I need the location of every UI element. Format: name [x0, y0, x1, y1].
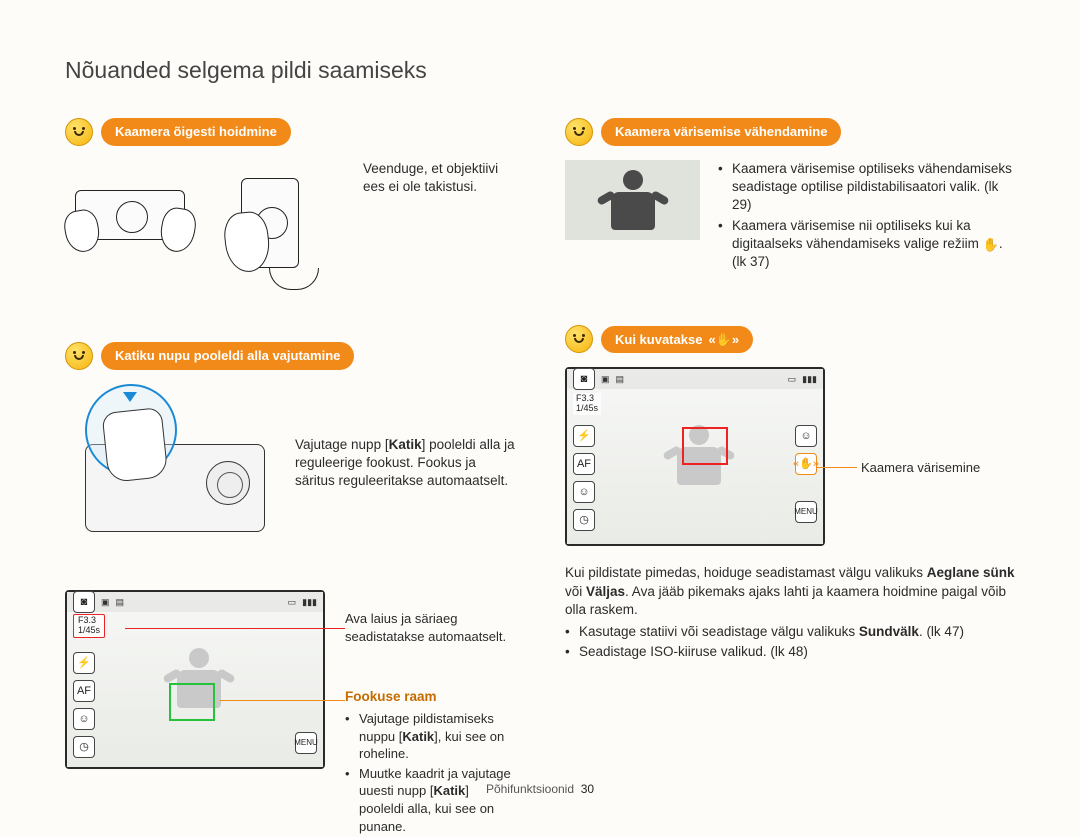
- text: Vajutage nupp [: [295, 437, 389, 452]
- shake-bullet: Kaamera värisemise optiliseks vähendamis…: [718, 160, 1015, 215]
- text-bold: Katik: [389, 437, 422, 452]
- af-icon: AF: [73, 680, 95, 702]
- section-header-display: Kui kuvatakse «✋»: [565, 325, 1015, 353]
- shutter-press-illustration: [65, 384, 277, 554]
- page-title: Nõuanded selgema pildi saamiseks: [65, 55, 1015, 86]
- shutter-value: 1/45s: [576, 404, 598, 414]
- shake-warn-icon: «✋»: [795, 453, 817, 475]
- page-footer: Põhifunktsioonid 30: [0, 781, 1080, 797]
- blurry-photo-sample: [565, 160, 700, 240]
- mode-icon: ◙: [73, 591, 95, 613]
- sd-icon: ▤: [116, 596, 125, 608]
- leader-line: [220, 700, 345, 701]
- face-icon: ☺: [573, 481, 595, 503]
- smiley-icon: [65, 118, 93, 146]
- exposure-readout: F3.3 1/45s: [73, 614, 105, 638]
- hold-illustration: [65, 160, 345, 290]
- smiley-icon: [65, 342, 93, 370]
- auto-exposure-label: Ava laius ja säriaeg seadistatakse autom…: [345, 610, 515, 645]
- section-header-shutter: Katiku nupu pooleldi alla vajutamine: [65, 342, 515, 370]
- dual-is-icon: ✋: [983, 236, 999, 254]
- lcd-block-left: ◙ ▣ ▤ ▭ ▮▮▮ F3.3 1/45s ⚡ AF: [65, 590, 515, 769]
- res-icon: ▭: [788, 373, 797, 385]
- rec-icon: ▣: [601, 373, 610, 385]
- smiley-icon: [565, 118, 593, 146]
- focus-frame-labels: Fookuse raam Vajutage pildistamiseks nup…: [345, 680, 515, 837]
- shake-row: Kaamera värisemise optiliseks vähendamis…: [565, 160, 1015, 273]
- leader-line: [817, 467, 857, 468]
- shake-hand-icon: «✋»: [708, 331, 739, 349]
- timer-icon: ◷: [573, 509, 595, 531]
- smile-icon: ☺: [795, 425, 817, 447]
- shake-bullets: Kaamera värisemise optiliseks vähendamis…: [718, 160, 1015, 273]
- menu-icon: MENU: [295, 732, 317, 754]
- manual-page: Nõuanded selgema pildi saamiseks Kaamera…: [0, 0, 1080, 815]
- battery-icon: ▮▮▮: [302, 596, 317, 608]
- face-icon: ☺: [73, 708, 95, 730]
- hold-row: Veenduge, et objektiivi ees ei ole takis…: [65, 160, 515, 290]
- right-column: Kaamera värisemise vähendamine Kaamera v…: [565, 118, 1015, 769]
- mode-icon: ◙: [573, 368, 595, 390]
- shake-bullet: Kaamera värisemise nii optiliseks kui ka…: [718, 217, 1015, 272]
- flash-icon: ⚡: [573, 425, 595, 447]
- lcd-block-right: ◙ ▣ ▤ ▭ ▮▮▮ F3.3 1/45s ⚡ AF: [565, 367, 1015, 546]
- smiley-icon: [565, 325, 593, 353]
- rec-icon: ▣: [101, 596, 110, 608]
- tip-bullet: Seadistage ISO-kiiruse valikud. (lk 48): [565, 643, 1015, 661]
- tip-bullet: Kasutage statiivi või seadistage välgu v…: [565, 623, 1015, 641]
- focus-frame-heading: Fookuse raam: [345, 688, 515, 706]
- left-column: Kaamera õigesti hoidmine Veenduge, et ob…: [65, 118, 515, 769]
- lcd-preview-right: ◙ ▣ ▤ ▭ ▮▮▮ F3.3 1/45s ⚡ AF: [565, 367, 825, 546]
- sd-icon: ▤: [616, 373, 625, 385]
- menu-icon: MENU: [795, 501, 817, 523]
- shutter-value: 1/45s: [78, 626, 100, 636]
- leader-line: [125, 628, 345, 629]
- battery-icon: ▮▮▮: [802, 373, 817, 385]
- section-title-display: Kui kuvatakse «✋»: [601, 326, 753, 354]
- section-title-shutter: Katiku nupu pooleldi alla vajutamine: [101, 342, 354, 370]
- page-number: 30: [581, 782, 594, 796]
- shutter-row: Vajutage nupp [Katik] pooleldi alla ja r…: [65, 384, 515, 562]
- footer-section-label: Põhifunktsioonid: [486, 782, 574, 796]
- focus-bullet: Muutke kaadrit ja vajutage uuesti nupp […: [345, 765, 515, 835]
- content-columns: Kaamera õigesti hoidmine Veenduge, et ob…: [65, 118, 1015, 769]
- down-arrow-icon: [123, 392, 137, 402]
- dark-shooting-paragraph: Kui pildistate pimedas, hoiduge seadista…: [565, 564, 1015, 619]
- section-title-hold: Kaamera õigesti hoidmine: [101, 118, 291, 146]
- af-icon: AF: [573, 453, 595, 475]
- flash-icon: ⚡: [73, 652, 95, 674]
- section-header-hold: Kaamera õigesti hoidmine: [65, 118, 515, 146]
- focus-bullet: Vajutage pildistamiseks nuppu [Katik], k…: [345, 710, 515, 763]
- exposure-readout: F3.3 1/45s: [573, 393, 601, 415]
- res-icon: ▭: [288, 596, 297, 608]
- focus-frame-green: [169, 683, 215, 721]
- section-header-shake: Kaamera värisemise vähendamine: [565, 118, 1015, 146]
- timer-icon: ◷: [73, 736, 95, 758]
- section-title-shake: Kaamera värisemise vähendamine: [601, 118, 841, 146]
- shake-label: Kaamera värisemine: [861, 459, 1031, 477]
- hold-caption: Veenduge, et objektiivi ees ei ole takis…: [363, 160, 513, 290]
- dark-tips: Kasutage statiivi või seadistage välgu v…: [565, 623, 1015, 661]
- lcd-preview-left: ◙ ▣ ▤ ▭ ▮▮▮ F3.3 1/45s ⚡ AF: [65, 590, 325, 769]
- focus-frame-red: [682, 427, 728, 465]
- shutter-paragraph: Vajutage nupp [Katik] pooleldi alla ja r…: [295, 436, 515, 491]
